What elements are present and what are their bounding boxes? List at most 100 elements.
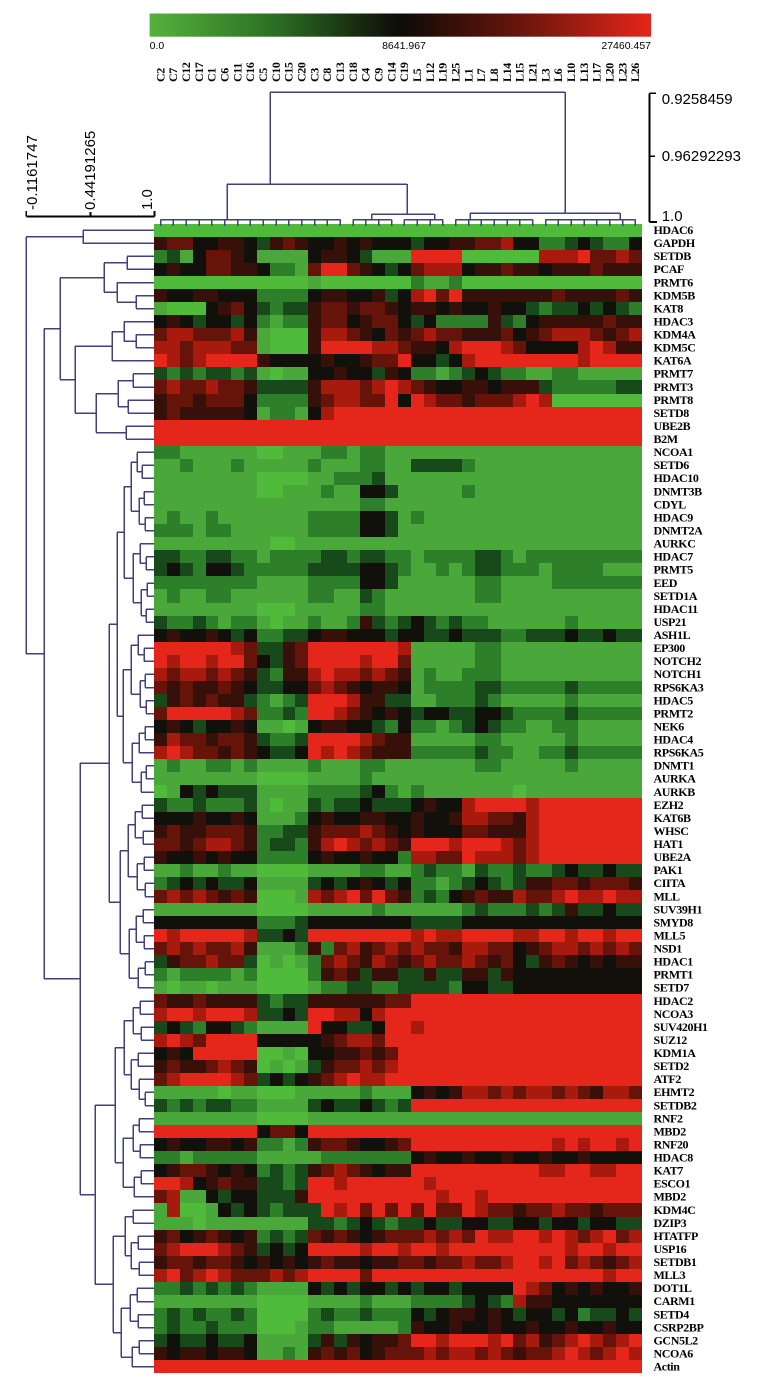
svg-text:RNF20: RNF20	[654, 1138, 689, 1152]
svg-text:SETD1A: SETD1A	[654, 589, 698, 603]
svg-text:UBE2A: UBE2A	[654, 850, 692, 864]
svg-text:HDAC10: HDAC10	[654, 471, 699, 485]
svg-text:PRMT8: PRMT8	[654, 393, 694, 407]
svg-text:KAT8: KAT8	[654, 301, 684, 315]
svg-text:NSD1: NSD1	[654, 942, 683, 956]
svg-text:HTATFP: HTATFP	[654, 1229, 699, 1243]
svg-text:HDAC9: HDAC9	[654, 510, 694, 524]
svg-text:C11: C11	[230, 63, 244, 82]
svg-text:C7: C7	[166, 68, 180, 82]
svg-text:HDAC6: HDAC6	[654, 223, 694, 237]
svg-text:SUV420H1: SUV420H1	[654, 1020, 709, 1034]
svg-text:C9: C9	[372, 68, 386, 82]
svg-text:C4: C4	[359, 68, 373, 82]
svg-text:USP21: USP21	[654, 615, 687, 629]
svg-text:HDAC4: HDAC4	[654, 733, 694, 747]
svg-text:RNF2: RNF2	[654, 1111, 683, 1125]
svg-text:HAT1: HAT1	[654, 837, 684, 851]
svg-text:GCN5L2: GCN5L2	[654, 1333, 699, 1347]
svg-text:CARM1: CARM1	[654, 1294, 696, 1308]
svg-text:PRMT6: PRMT6	[654, 275, 694, 289]
svg-text:NOTCH1: NOTCH1	[654, 667, 702, 681]
svg-text:L1: L1	[461, 68, 475, 82]
svg-text:8641.967: 8641.967	[382, 40, 426, 52]
svg-text:DOT1L: DOT1L	[654, 1281, 692, 1295]
svg-text:B2M: B2M	[654, 432, 678, 446]
svg-text:L5: L5	[410, 68, 424, 82]
svg-text:L7: L7	[474, 68, 488, 82]
svg-text:CSRP2BP: CSRP2BP	[654, 1320, 704, 1334]
svg-text:PCAF: PCAF	[654, 262, 684, 276]
svg-text:C15: C15	[282, 62, 296, 82]
svg-text:27460.457: 27460.457	[601, 40, 651, 52]
svg-text:C3: C3	[307, 68, 321, 82]
svg-text:AURKA: AURKA	[654, 772, 697, 786]
svg-text:0.44191265: 0.44191265	[82, 131, 99, 210]
svg-text:SETDB2: SETDB2	[654, 1098, 697, 1112]
svg-text:SETDB1: SETDB1	[654, 1255, 697, 1269]
svg-text:C2: C2	[153, 68, 167, 82]
svg-text:-0.1161747: -0.1161747	[24, 135, 41, 210]
svg-text:KDM5B: KDM5B	[654, 288, 696, 302]
svg-text:C20: C20	[295, 62, 309, 82]
svg-text:RPS6KA3: RPS6KA3	[654, 680, 704, 694]
svg-text:NCOA6: NCOA6	[654, 1347, 694, 1361]
svg-text:0.96292293: 0.96292293	[662, 148, 741, 165]
svg-text:UBE2B: UBE2B	[654, 419, 691, 433]
svg-text:AURKB: AURKB	[654, 785, 696, 799]
svg-text:KAT7: KAT7	[654, 1164, 684, 1178]
svg-text:NCOA1: NCOA1	[654, 445, 694, 459]
svg-text:0.9258459: 0.9258459	[662, 91, 733, 108]
svg-text:WHSC: WHSC	[654, 824, 689, 838]
svg-text:USP16: USP16	[654, 1242, 687, 1256]
svg-text:L15: L15	[513, 63, 527, 82]
svg-text:SUZ12: SUZ12	[654, 1033, 688, 1047]
svg-text:KAT6A: KAT6A	[654, 354, 693, 368]
svg-text:SETD7: SETD7	[654, 981, 690, 995]
svg-text:C16: C16	[243, 62, 257, 82]
svg-text:PAK1: PAK1	[654, 863, 683, 877]
svg-text:1.0: 1.0	[662, 208, 683, 225]
svg-text:RPS6KA5: RPS6KA5	[654, 746, 704, 760]
svg-text:MBD2: MBD2	[654, 1190, 687, 1204]
svg-text:EED: EED	[654, 576, 678, 590]
svg-text:KDM4A: KDM4A	[654, 328, 697, 342]
svg-text:HDAC3: HDAC3	[654, 315, 694, 329]
svg-text:CIITA: CIITA	[654, 876, 687, 890]
svg-text:PRMT3: PRMT3	[654, 380, 694, 394]
svg-text:DNMT1: DNMT1	[654, 759, 695, 773]
svg-text:L20: L20	[603, 63, 617, 82]
svg-text:C17: C17	[192, 62, 206, 82]
svg-text:SETD8: SETD8	[654, 406, 690, 420]
svg-text:HDAC1: HDAC1	[654, 955, 694, 969]
svg-text:L25: L25	[449, 63, 463, 82]
svg-text:C1: C1	[205, 68, 219, 82]
svg-text:KDM5C: KDM5C	[654, 341, 696, 355]
svg-text:ASH1L: ASH1L	[654, 628, 691, 642]
svg-text:AURKC: AURKC	[654, 537, 696, 551]
svg-text:C19: C19	[397, 62, 411, 82]
svg-text:MLL3: MLL3	[654, 1268, 686, 1282]
svg-text:NEK6: NEK6	[654, 719, 685, 733]
svg-text:L8: L8	[487, 68, 501, 82]
svg-text:HDAC11: HDAC11	[654, 602, 699, 616]
svg-text:L23: L23	[615, 63, 629, 82]
svg-text:DNMT2A: DNMT2A	[654, 524, 704, 538]
svg-text:SMYD8: SMYD8	[654, 915, 694, 929]
svg-text:SETD2: SETD2	[654, 1059, 690, 1073]
svg-text:DZIP3: DZIP3	[654, 1216, 687, 1230]
svg-text:PRMT5: PRMT5	[654, 563, 694, 577]
svg-text:ESCO1: ESCO1	[654, 1177, 691, 1191]
svg-text:C5: C5	[256, 68, 270, 82]
svg-text:L19: L19	[436, 63, 450, 82]
svg-text:L14: L14	[500, 63, 514, 82]
svg-text:Actin: Actin	[654, 1360, 681, 1374]
svg-text:EHMT2: EHMT2	[654, 1085, 695, 1099]
svg-text:L13: L13	[577, 63, 591, 82]
svg-text:DNMT3B: DNMT3B	[654, 484, 703, 498]
svg-text:L26: L26	[628, 63, 642, 82]
svg-text:PRMT7: PRMT7	[654, 367, 694, 381]
svg-text:EZH2: EZH2	[654, 798, 684, 812]
svg-text:C8: C8	[320, 68, 334, 82]
svg-text:SETD6: SETD6	[654, 458, 690, 472]
